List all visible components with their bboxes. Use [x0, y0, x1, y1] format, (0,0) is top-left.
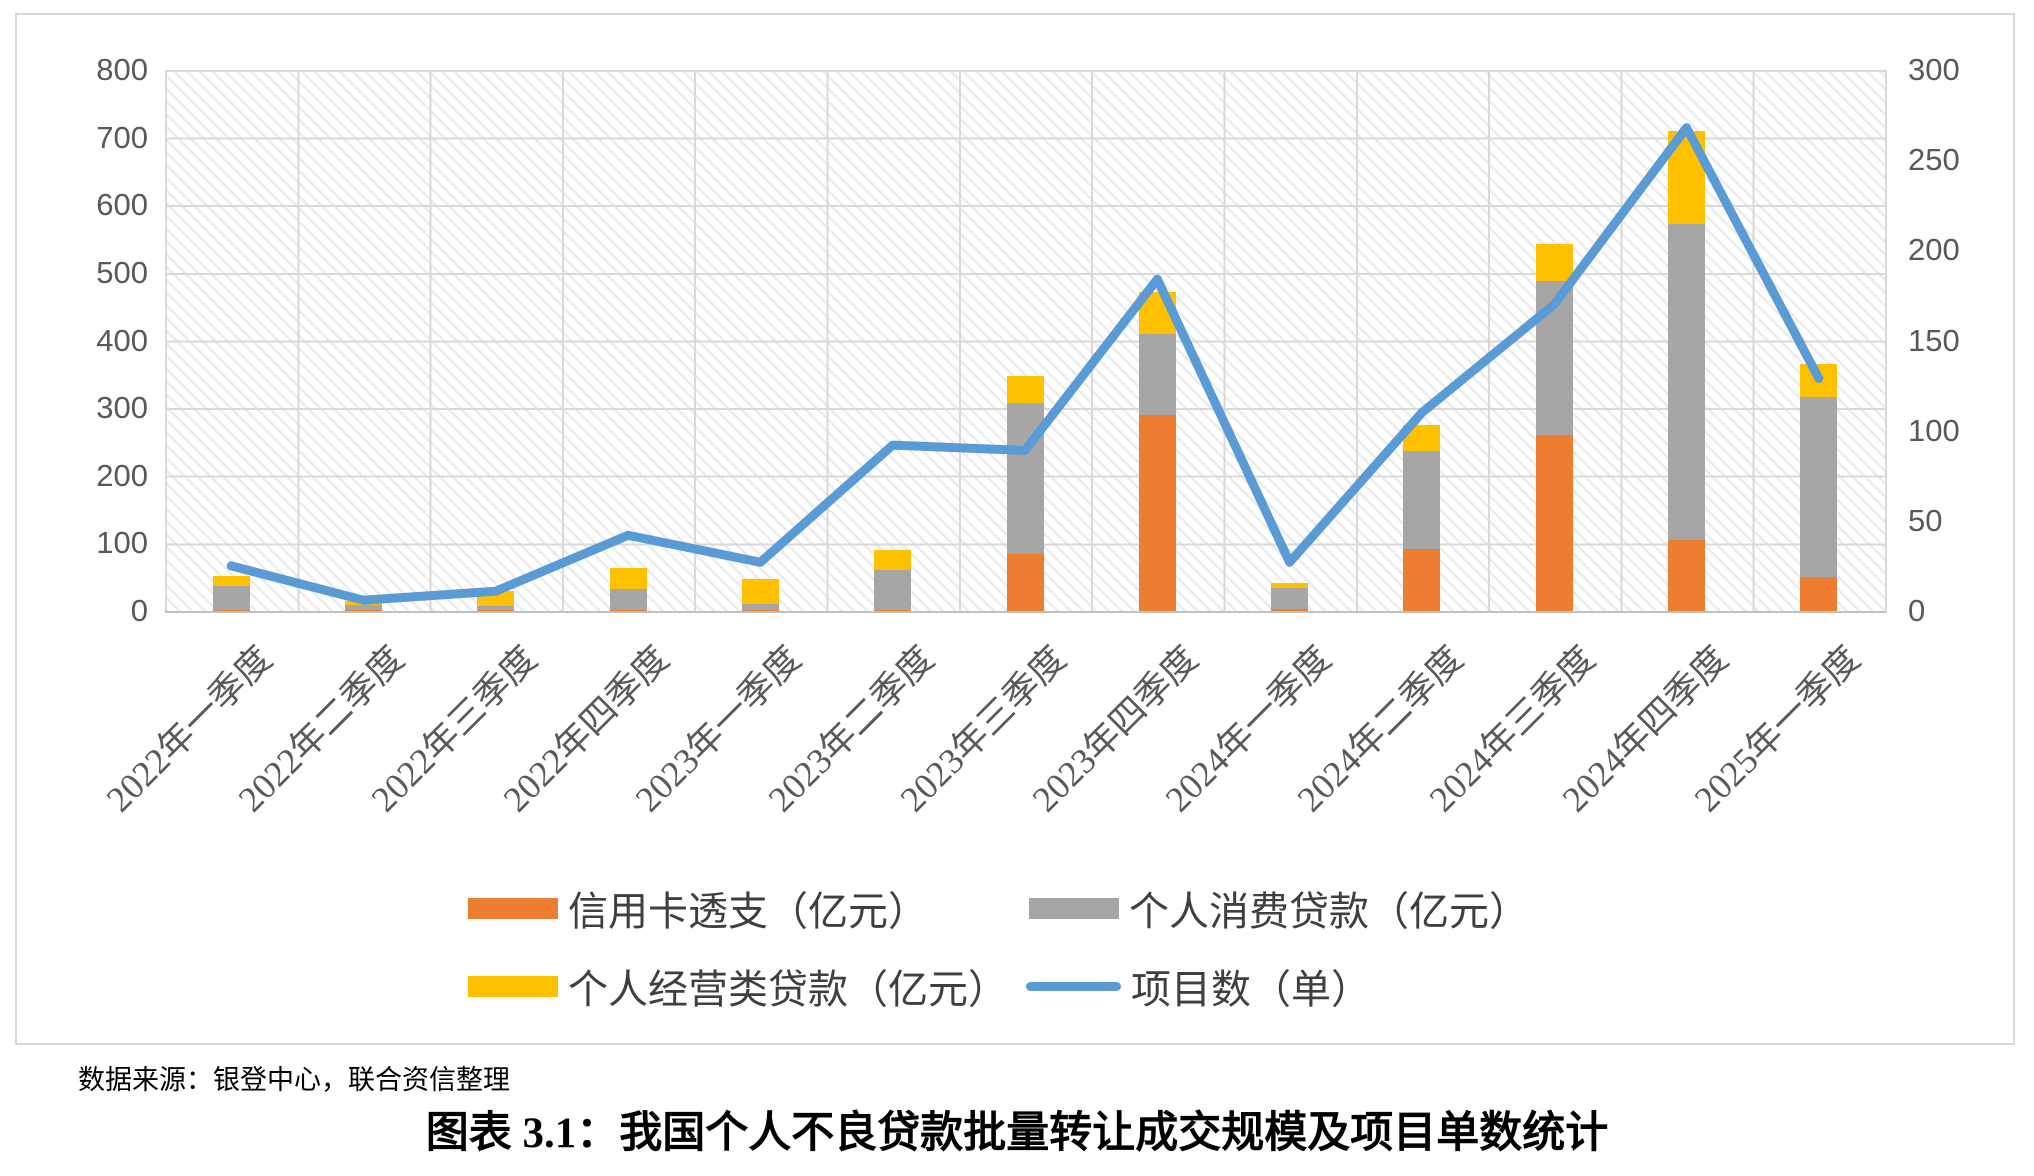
bar-segment [1800, 397, 1838, 578]
bar-segment [344, 610, 382, 611]
bar-segment [609, 588, 647, 610]
plot-area [165, 70, 1887, 613]
bar-segment [741, 603, 779, 610]
chart-caption-title: 图表 3.1：我国个人不良贷款批量转让成交规模及项目单数统计 [425, 1110, 1609, 1157]
bar-segment [874, 550, 912, 571]
left-axis-tick-label: 100 [96, 525, 148, 561]
bar-segment [212, 586, 250, 610]
stacked-bar-2023年一季度 [741, 579, 779, 611]
stacked-bar-2022年一季度 [212, 575, 250, 611]
bar-segment [1668, 540, 1706, 611]
bar-segment [609, 609, 647, 611]
stacked-bar-2023年三季度 [1006, 376, 1044, 611]
left-axis-tick-label: 300 [96, 390, 148, 426]
stacked-bar-2022年四季度 [609, 568, 647, 611]
bar-segment [212, 575, 250, 586]
credit-card-swatch-icon [468, 897, 558, 919]
right-axis-tick-label: 200 [1908, 232, 1960, 268]
left-axis-tick-label: 700 [96, 119, 148, 155]
legend-item-project-count: 项目数（单） [1026, 962, 1371, 1012]
left-axis-tick-label: 800 [96, 52, 148, 87]
bar-segment [1271, 588, 1309, 609]
data-source-note: 数据来源：银登中心，联合资信整理 [78, 1065, 510, 1095]
bar-segment [741, 609, 779, 611]
right-axis-tick-label: 100 [1908, 412, 1960, 448]
left-axis-tick-label: 0 [130, 593, 148, 628]
left-axis-tick-label: 500 [96, 254, 148, 290]
bar-segment [741, 579, 779, 604]
consumer-loan-swatch-icon [1029, 897, 1119, 919]
bar-segment [1403, 548, 1441, 611]
legend-item-business-loan: 个人经营类贷款（亿元） [468, 962, 1008, 1012]
stacked-bar-2023年四季度 [1138, 291, 1176, 611]
stacked-bar-2024年一季度 [1271, 582, 1309, 611]
stacked-bar-2024年三季度 [1535, 243, 1573, 611]
stacked-bar-2024年四季度 [1668, 130, 1706, 611]
right-axis-tick-label: 250 [1908, 142, 1960, 178]
legend-item-consumer-loan: 个人消费贷款（亿元） [1029, 884, 1529, 934]
left-axis-tick-label: 200 [96, 457, 148, 493]
stacked-bar-2024年二季度 [1403, 425, 1441, 611]
bar-segment [1138, 414, 1176, 611]
legend-label: 个人消费贷款（亿元） [1129, 889, 1529, 934]
bar-segment [1800, 577, 1838, 611]
bar-segment [1403, 450, 1441, 549]
bar-segment [874, 609, 912, 611]
legend-label: 项目数（单） [1131, 967, 1371, 1012]
bar-segment [1006, 376, 1044, 404]
business-loan-swatch-icon [468, 975, 558, 997]
project-count-line [226, 123, 1824, 605]
bar-segment [609, 568, 647, 589]
bar-segment [874, 570, 912, 610]
bar-segment [212, 609, 250, 611]
bar-segment [1535, 243, 1573, 282]
bar-segment [1006, 553, 1044, 611]
bar-segment [477, 605, 515, 611]
left-axis-tick-label: 400 [96, 322, 148, 358]
right-axis-tick-label: 150 [1908, 322, 1960, 358]
right-axis-tick-label: 300 [1908, 52, 1960, 87]
line-sample-icon [1026, 981, 1121, 991]
bar-segment [1271, 582, 1309, 589]
legend-label: 个人经营类贷款（亿元） [568, 967, 1008, 1012]
legend-label: 信用卡透支（亿元） [568, 889, 928, 934]
bar-segment [1668, 223, 1706, 540]
bar-segment [1535, 435, 1573, 611]
bar-segment [1138, 333, 1176, 415]
bar-segment [1271, 608, 1309, 611]
legend-item-credit-card: 信用卡透支（亿元） [468, 884, 928, 934]
stacked-bar-2023年二季度 [874, 550, 912, 611]
right-axis-tick-label: 50 [1908, 502, 1943, 538]
bar-segment [477, 610, 515, 611]
left-axis-tick-label: 600 [96, 187, 148, 223]
right-axis-tick-label: 0 [1908, 593, 1926, 628]
bar-segment [344, 604, 382, 611]
